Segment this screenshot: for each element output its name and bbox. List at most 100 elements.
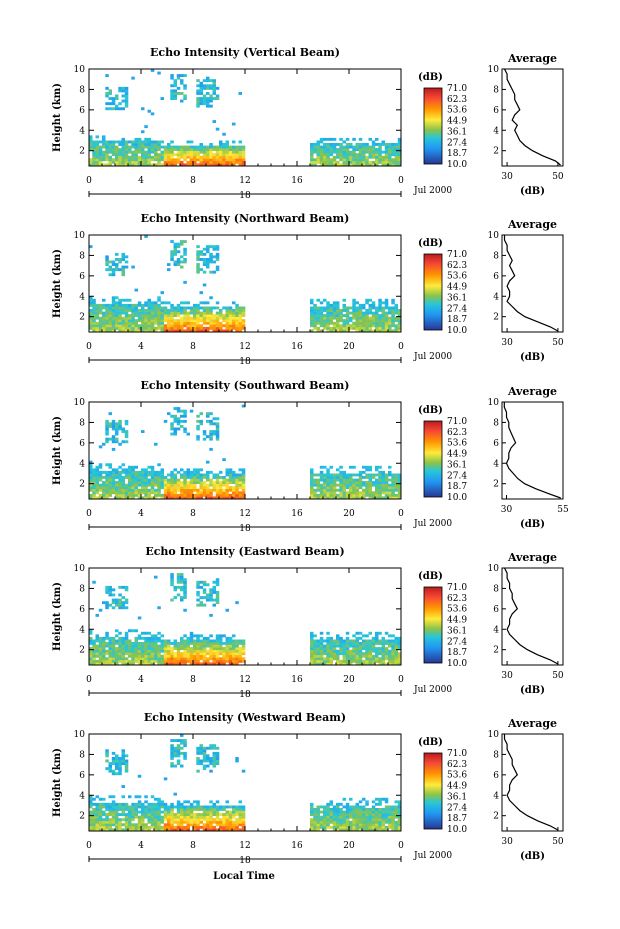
heatmap-cell [147, 820, 151, 824]
heatmap-cell [186, 311, 190, 315]
heatmap-cell [141, 316, 145, 320]
heatmap-cell [199, 746, 203, 750]
heatmap-cell [128, 481, 132, 484]
heatmap-cell [362, 150, 366, 154]
heatmap-cell [378, 316, 382, 320]
heatmap-cell [323, 652, 327, 656]
heatmap-cell [118, 764, 122, 768]
heatmap-cell [95, 148, 99, 151]
heatmap-cell [358, 311, 363, 315]
heatmap-cell [131, 802, 135, 806]
heatmap-cell [137, 774, 142, 778]
heatmap-cell [95, 163, 99, 167]
heatmap-cell [183, 153, 187, 157]
colorbar-tick-label: 62.3 [447, 261, 467, 271]
heatmap-cell [141, 636, 145, 640]
heatmap-cell [131, 805, 135, 809]
heatmap-cell [95, 470, 99, 474]
heatmap-cell [368, 659, 372, 663]
heatmap-cell [238, 326, 242, 330]
heatmap-cell [121, 585, 125, 589]
heatmap-cell [105, 820, 109, 824]
heatmap-cell [345, 813, 350, 816]
heatmap-cell [124, 634, 129, 638]
heatmap-cell [219, 823, 223, 827]
heatmap-cell [115, 140, 119, 144]
heatmap-cell [92, 153, 96, 157]
heatmap-cell [144, 125, 148, 129]
heatmap-cell [329, 483, 333, 487]
heatmap-cell [339, 636, 343, 640]
heatmap-cell [316, 314, 320, 317]
heatmap-cell [235, 828, 239, 832]
heatmap-cell [316, 659, 320, 663]
heatmap-cell [206, 150, 210, 154]
heatmap-cell [105, 153, 109, 157]
heatmap-cell [154, 657, 158, 661]
heatmap-cell [378, 488, 382, 492]
heatmap-cell [186, 654, 190, 658]
heatmap-cell [108, 148, 112, 151]
heatmap-cell [329, 163, 333, 167]
heatmap-cell [163, 483, 168, 487]
heatmap-cell [349, 639, 353, 643]
heatmap-cell [368, 652, 372, 656]
heatmap-cell [176, 309, 181, 312]
heatmap-cell [215, 593, 220, 597]
heatmap-cell [111, 107, 116, 111]
heatmap-cell [124, 260, 129, 264]
heatmap-cell [378, 324, 382, 328]
heatmap-cell [310, 659, 314, 663]
heatmap-cell [378, 659, 382, 663]
heatmap-cell [241, 314, 246, 317]
heatmap-cell [150, 468, 155, 472]
heatmap-cell [167, 496, 171, 500]
heatmap-cell [189, 649, 194, 653]
heatmap-cell [206, 247, 210, 251]
heatmap-cell [326, 306, 330, 310]
heatmap-cell [95, 150, 99, 154]
heatmap-cell [365, 810, 369, 814]
heatmap-cell [319, 478, 324, 482]
heatmap-cell [313, 644, 317, 648]
heatmap-cell [371, 815, 376, 819]
heatmap-cell [313, 639, 317, 643]
heatmap-cell [362, 314, 366, 317]
heatmap-cell [105, 94, 109, 98]
heatmap-cell [215, 800, 220, 804]
heatmap-cell [332, 823, 337, 827]
heatmap-cell [352, 150, 356, 154]
heatmap-cell [147, 481, 151, 484]
heatmap-cell [186, 828, 190, 832]
heatmap-cell [358, 823, 363, 827]
heatmap-cell [219, 493, 223, 497]
heatmap-cell [144, 488, 148, 492]
heatmap-cell [141, 802, 145, 806]
heatmap-cell [176, 746, 181, 750]
heatmap-cell [183, 654, 187, 658]
heatmap-cell [342, 486, 346, 490]
heatmap-cell [336, 813, 340, 816]
heatmap-cell [111, 314, 116, 317]
heatmap-cell [384, 316, 389, 320]
heatmap-cell [209, 94, 213, 98]
heatmap-cell [206, 412, 210, 416]
heatmap-cell [238, 654, 242, 658]
heatmap-cell [176, 828, 181, 832]
heatmap-cell [147, 662, 151, 666]
heatmap-cell [225, 158, 229, 162]
heatmap-cell [378, 481, 382, 484]
heatmap-cell [193, 483, 197, 487]
heatmap-cell [222, 163, 226, 167]
heatmap-cell [157, 298, 161, 302]
heatmap-cell [371, 140, 376, 144]
colorbar-tick-label: 18.7 [447, 814, 467, 824]
heatmap-cell [150, 481, 155, 484]
heatmap-cell [355, 309, 359, 312]
heatmap-cell [235, 311, 239, 315]
heatmap-cell [108, 319, 112, 323]
heatmap-cell [368, 818, 372, 822]
heatmap-cell [144, 639, 148, 643]
heatmap-cell [183, 240, 187, 243]
heatmap-cell [157, 145, 161, 149]
